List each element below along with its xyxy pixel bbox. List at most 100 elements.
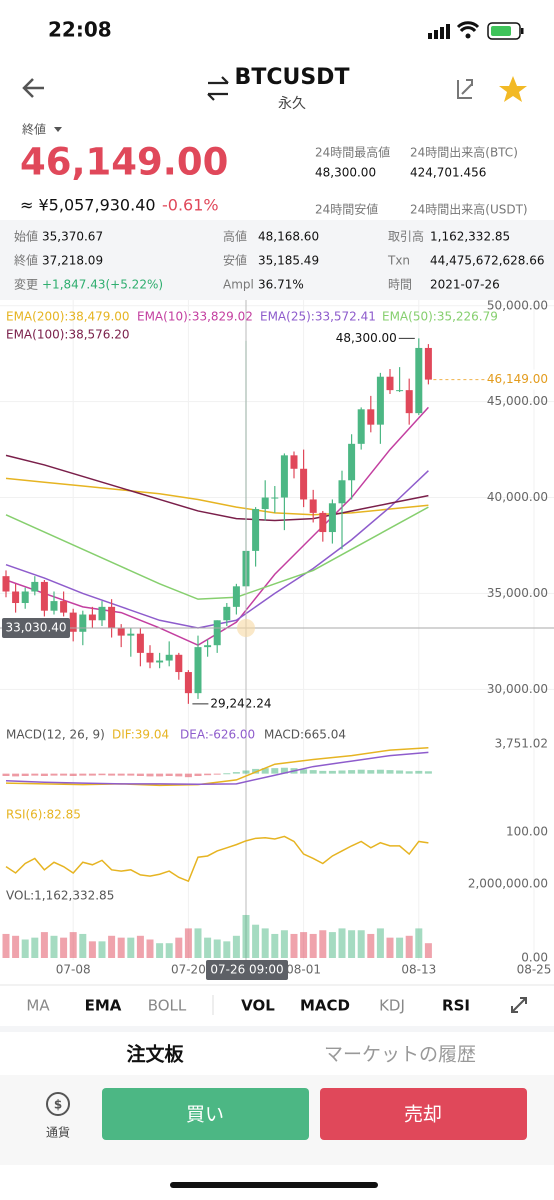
candle-body bbox=[194, 647, 202, 694]
candle-body bbox=[108, 606, 116, 628]
stat-label: 24時間安値 bbox=[315, 202, 378, 217]
macd-title: MACD(12, 26, 9) bbox=[6, 728, 105, 742]
candle-body bbox=[2, 576, 10, 592]
volume-bar bbox=[319, 930, 327, 958]
volume-bar bbox=[156, 943, 164, 958]
volume-bar bbox=[405, 935, 413, 958]
candle-body bbox=[60, 601, 68, 613]
info-value: 35,370.67 bbox=[42, 230, 103, 244]
info-label: 時間 bbox=[388, 278, 412, 292]
candle-body bbox=[415, 347, 423, 414]
back-button[interactable] bbox=[22, 78, 44, 98]
macd-bar bbox=[386, 770, 394, 774]
min-label: 29,242.24 bbox=[210, 696, 271, 710]
info-label: 安値 bbox=[223, 253, 247, 268]
macd-line bbox=[5, 746, 429, 787]
swap-icon[interactable] bbox=[207, 76, 229, 101]
macd-bar bbox=[232, 772, 240, 774]
macd-bar bbox=[348, 770, 356, 774]
info-value: 44,475,672,628.66 bbox=[430, 254, 545, 268]
info-label: 高値 bbox=[223, 229, 247, 244]
macd-bar bbox=[338, 770, 346, 774]
candle-body bbox=[40, 581, 48, 611]
volume-bar bbox=[88, 941, 96, 958]
volume-bar bbox=[348, 930, 356, 958]
candle-body bbox=[252, 509, 260, 551]
share-button[interactable] bbox=[457, 79, 473, 99]
macd-bar bbox=[69, 773, 77, 776]
indicator-tab[interactable]: RSI bbox=[442, 997, 470, 1015]
volume-bar bbox=[21, 939, 29, 958]
sell-button[interactable] bbox=[320, 1088, 527, 1140]
macd-bar bbox=[396, 770, 404, 774]
candle-body bbox=[146, 652, 154, 663]
macd-bar bbox=[127, 773, 135, 776]
macd-bar bbox=[415, 770, 423, 774]
macd-bar bbox=[21, 773, 29, 776]
favorite-star[interactable] bbox=[499, 76, 527, 102]
ema-line bbox=[5, 506, 429, 600]
symbol: BTCUSDT bbox=[235, 65, 350, 90]
info-value: +1,847.43(+5.22%) bbox=[42, 278, 163, 292]
candle-body bbox=[290, 455, 298, 469]
stat-value: 424,701.456 bbox=[410, 166, 486, 180]
ema-line bbox=[5, 406, 429, 647]
y-tick-label: 40,000.00 bbox=[487, 490, 548, 504]
macd-bar bbox=[300, 769, 308, 774]
price-label: 終値 bbox=[22, 122, 46, 137]
tab-orderbook[interactable]: 注文板 bbox=[126, 1043, 184, 1066]
macd-bar bbox=[261, 768, 269, 774]
candle-body bbox=[348, 443, 356, 481]
dropdown-caret[interactable] bbox=[54, 127, 62, 132]
candle-body bbox=[261, 497, 269, 510]
indicator-tab[interactable]: EMA bbox=[85, 997, 122, 1015]
candle-body bbox=[204, 645, 212, 648]
price-change: -0.61% bbox=[162, 196, 219, 215]
tab-history[interactable]: マーケットの履歴 bbox=[324, 1044, 476, 1066]
volume-bar bbox=[290, 933, 298, 958]
x-tick-label: 07-20 bbox=[171, 963, 206, 977]
macd-bar bbox=[175, 773, 183, 777]
candle-body bbox=[21, 591, 29, 604]
ema-legend: EMA(25):33,572.41 bbox=[260, 310, 376, 324]
indicator-tab[interactable]: BOLL bbox=[148, 997, 187, 1015]
candle-body bbox=[309, 499, 317, 513]
indicator-tab[interactable]: KDJ bbox=[379, 997, 405, 1015]
candle-body bbox=[300, 468, 308, 500]
crosshair-dot bbox=[237, 619, 255, 637]
max-label: 48,300.00 bbox=[336, 331, 397, 345]
indicator-tab[interactable]: VOL bbox=[241, 997, 275, 1015]
fullscreen-button[interactable] bbox=[511, 997, 527, 1013]
macd-bar bbox=[223, 773, 231, 775]
macd-bar bbox=[50, 773, 58, 776]
macd-bar bbox=[280, 767, 288, 774]
macd-line bbox=[5, 751, 429, 785]
volume-bar bbox=[223, 941, 231, 958]
indicator-tab[interactable]: MACD bbox=[300, 997, 350, 1015]
volume-bar bbox=[415, 928, 423, 958]
macd-bar bbox=[309, 770, 317, 774]
candle-body bbox=[12, 591, 20, 604]
volume-bar bbox=[376, 928, 384, 958]
volume-bar bbox=[357, 930, 365, 958]
volume-bar bbox=[2, 933, 10, 958]
macd-legend: DEA:-626.00 bbox=[180, 728, 255, 742]
macd-bar bbox=[242, 770, 250, 774]
candle-body bbox=[127, 633, 135, 636]
volume-bar bbox=[242, 914, 250, 958]
price-jpy: ≈ ¥5,057,930.40 bbox=[20, 196, 156, 215]
crosshair-time: 07-26 09:00 bbox=[210, 963, 283, 977]
volume-bar bbox=[252, 924, 260, 958]
y-tick-label: 2,000,000.00 bbox=[468, 877, 548, 891]
volume-bar bbox=[12, 935, 20, 958]
volume-bar bbox=[127, 937, 135, 958]
volume-bar bbox=[40, 932, 48, 958]
currency-button[interactable]: $ 通貨 bbox=[46, 1092, 70, 1140]
buy-button[interactable] bbox=[102, 1088, 309, 1140]
y-tick-label: 45,000.00 bbox=[487, 394, 548, 408]
macd-bar bbox=[424, 771, 432, 774]
macd-bar bbox=[204, 773, 212, 776]
charts: 07-08 07-20 08-01 08-13 08-25 50,000.00 45,000… bbox=[0, 298, 554, 980]
indicator-tab[interactable]: MA bbox=[26, 997, 50, 1015]
